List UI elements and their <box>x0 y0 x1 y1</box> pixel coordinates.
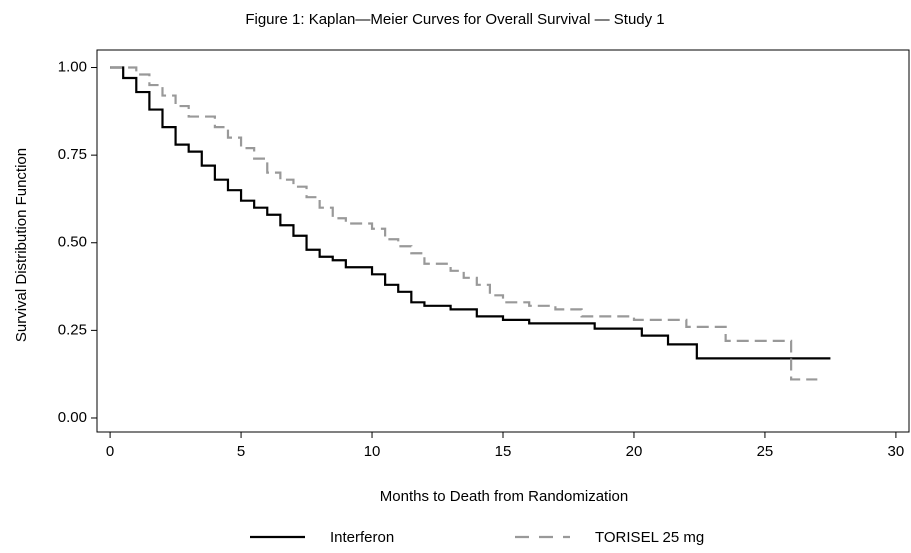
y-tick-label: 0.00 <box>58 409 87 426</box>
x-tick-label: 20 <box>626 443 643 460</box>
y-axis-label: Survival Distribution Function <box>13 148 30 342</box>
legend-label: TORISEL 25 mg <box>595 529 704 546</box>
survival-curve <box>110 66 831 360</box>
y-tick-label: 1.00 <box>58 58 87 75</box>
x-tick-label: 0 <box>106 443 114 460</box>
y-tick-label: 0.25 <box>58 321 87 338</box>
x-tick-label: 25 <box>757 443 774 460</box>
x-axis-label: Months to Death from Randomization <box>380 488 628 505</box>
chart-title: Figure 1: Kaplan—Meier Curves for Overal… <box>245 11 664 28</box>
y-tick-label: 0.75 <box>58 146 87 163</box>
x-tick-label: 5 <box>237 443 245 460</box>
plot-frame <box>96 49 910 433</box>
legend-label: Interferon <box>330 529 394 546</box>
x-tick-label: 30 <box>888 443 905 460</box>
x-tick-label: 10 <box>364 443 381 460</box>
y-tick-label: 0.50 <box>58 234 87 251</box>
survival-curve <box>110 66 818 381</box>
x-tick-label: 15 <box>495 443 512 460</box>
